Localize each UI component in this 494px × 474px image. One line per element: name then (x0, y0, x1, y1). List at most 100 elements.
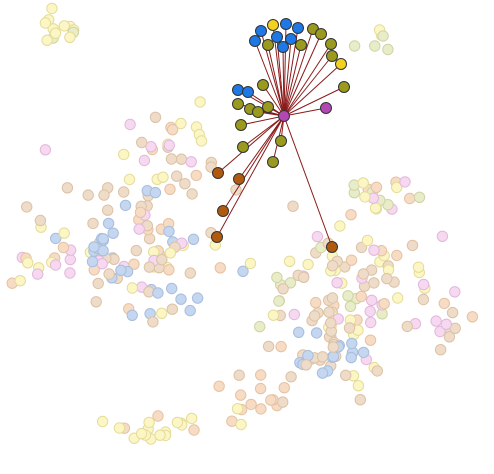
background-node (381, 272, 393, 285)
background-node (278, 382, 290, 394)
background-node (49, 259, 62, 271)
hub-node[interactable] (278, 110, 290, 122)
olive-node[interactable] (315, 28, 327, 40)
background-node (413, 191, 426, 204)
background-node (285, 371, 297, 383)
background-node (436, 230, 449, 243)
background-node (61, 182, 74, 194)
brown-node[interactable] (211, 231, 223, 243)
background-node (164, 247, 177, 259)
blue-node[interactable] (277, 41, 289, 53)
background-node (430, 315, 442, 327)
background-node (262, 340, 275, 353)
olive-node[interactable] (252, 106, 264, 118)
olive-node[interactable] (325, 38, 337, 50)
background-node (143, 233, 156, 245)
background-node (365, 316, 377, 329)
olive-node[interactable] (275, 135, 287, 147)
background-node (443, 331, 456, 343)
background-node (326, 260, 339, 272)
background-node (348, 40, 361, 52)
background-node (254, 382, 267, 395)
highlighted-node-layer (211, 18, 350, 253)
background-node (154, 429, 166, 441)
background-node (446, 306, 459, 319)
brown-node[interactable] (212, 167, 224, 179)
background-node (417, 278, 430, 291)
background-node (369, 40, 381, 52)
blue-node[interactable] (280, 18, 292, 30)
background-node (165, 153, 178, 165)
background-node (41, 34, 53, 46)
background-node (323, 306, 335, 318)
blue-node[interactable] (271, 31, 283, 43)
background-node (316, 367, 329, 379)
background-node (166, 282, 178, 295)
background-node (449, 286, 461, 298)
blue-node[interactable] (249, 35, 261, 47)
olive-node[interactable] (295, 39, 307, 51)
background-node (392, 292, 404, 304)
background-node (284, 277, 297, 289)
olive-node[interactable] (237, 141, 249, 153)
background-node (340, 369, 352, 381)
blue-node[interactable] (242, 86, 254, 98)
background-node (265, 394, 277, 406)
brown-node[interactable] (233, 173, 245, 185)
background-node (345, 351, 357, 364)
background-node (214, 262, 227, 274)
background-node (417, 293, 430, 306)
background-node (267, 309, 280, 321)
olive-node[interactable] (257, 79, 269, 91)
background-node (49, 27, 62, 39)
background-node (175, 293, 187, 305)
yellow-node[interactable] (267, 19, 279, 31)
background-node (107, 227, 119, 239)
background-node (145, 141, 157, 153)
background-node (87, 217, 99, 230)
brown-node[interactable] (217, 205, 229, 217)
olive-node[interactable] (232, 98, 244, 110)
background-node (368, 277, 380, 289)
brown-node[interactable] (326, 241, 338, 253)
blue-node[interactable] (232, 84, 244, 96)
background-node (345, 254, 358, 266)
blue-node[interactable] (292, 22, 304, 34)
background-node (345, 209, 357, 221)
background-node (357, 268, 370, 280)
olive-node[interactable] (326, 50, 338, 62)
background-node (298, 271, 310, 283)
edge (267, 44, 285, 117)
background-node (118, 148, 130, 161)
background-node (275, 340, 287, 353)
background-node (157, 171, 169, 183)
background-node (382, 43, 394, 56)
olive-node[interactable] (262, 39, 274, 51)
background-node (186, 188, 198, 200)
edge (222, 115, 285, 212)
olive-node[interactable] (267, 156, 279, 168)
background-node (130, 244, 143, 257)
background-node (21, 201, 33, 213)
background-node (152, 410, 164, 422)
edge (254, 40, 285, 117)
olive-node[interactable] (338, 81, 350, 93)
background-node (22, 257, 34, 269)
background-node (124, 118, 136, 131)
background-node (231, 403, 244, 415)
background-node (293, 326, 305, 338)
background-node (64, 31, 76, 43)
blue-node[interactable] (255, 25, 267, 37)
background-node (359, 191, 371, 203)
background-node (126, 309, 138, 321)
yellow-node[interactable] (335, 58, 347, 70)
blue-node[interactable] (285, 33, 297, 45)
background-node (370, 181, 383, 194)
background-node (50, 232, 62, 245)
purple-node[interactable] (320, 102, 332, 114)
background-node (164, 183, 176, 196)
olive-node[interactable] (262, 101, 274, 113)
olive-node[interactable] (235, 119, 247, 131)
edge (217, 115, 285, 174)
